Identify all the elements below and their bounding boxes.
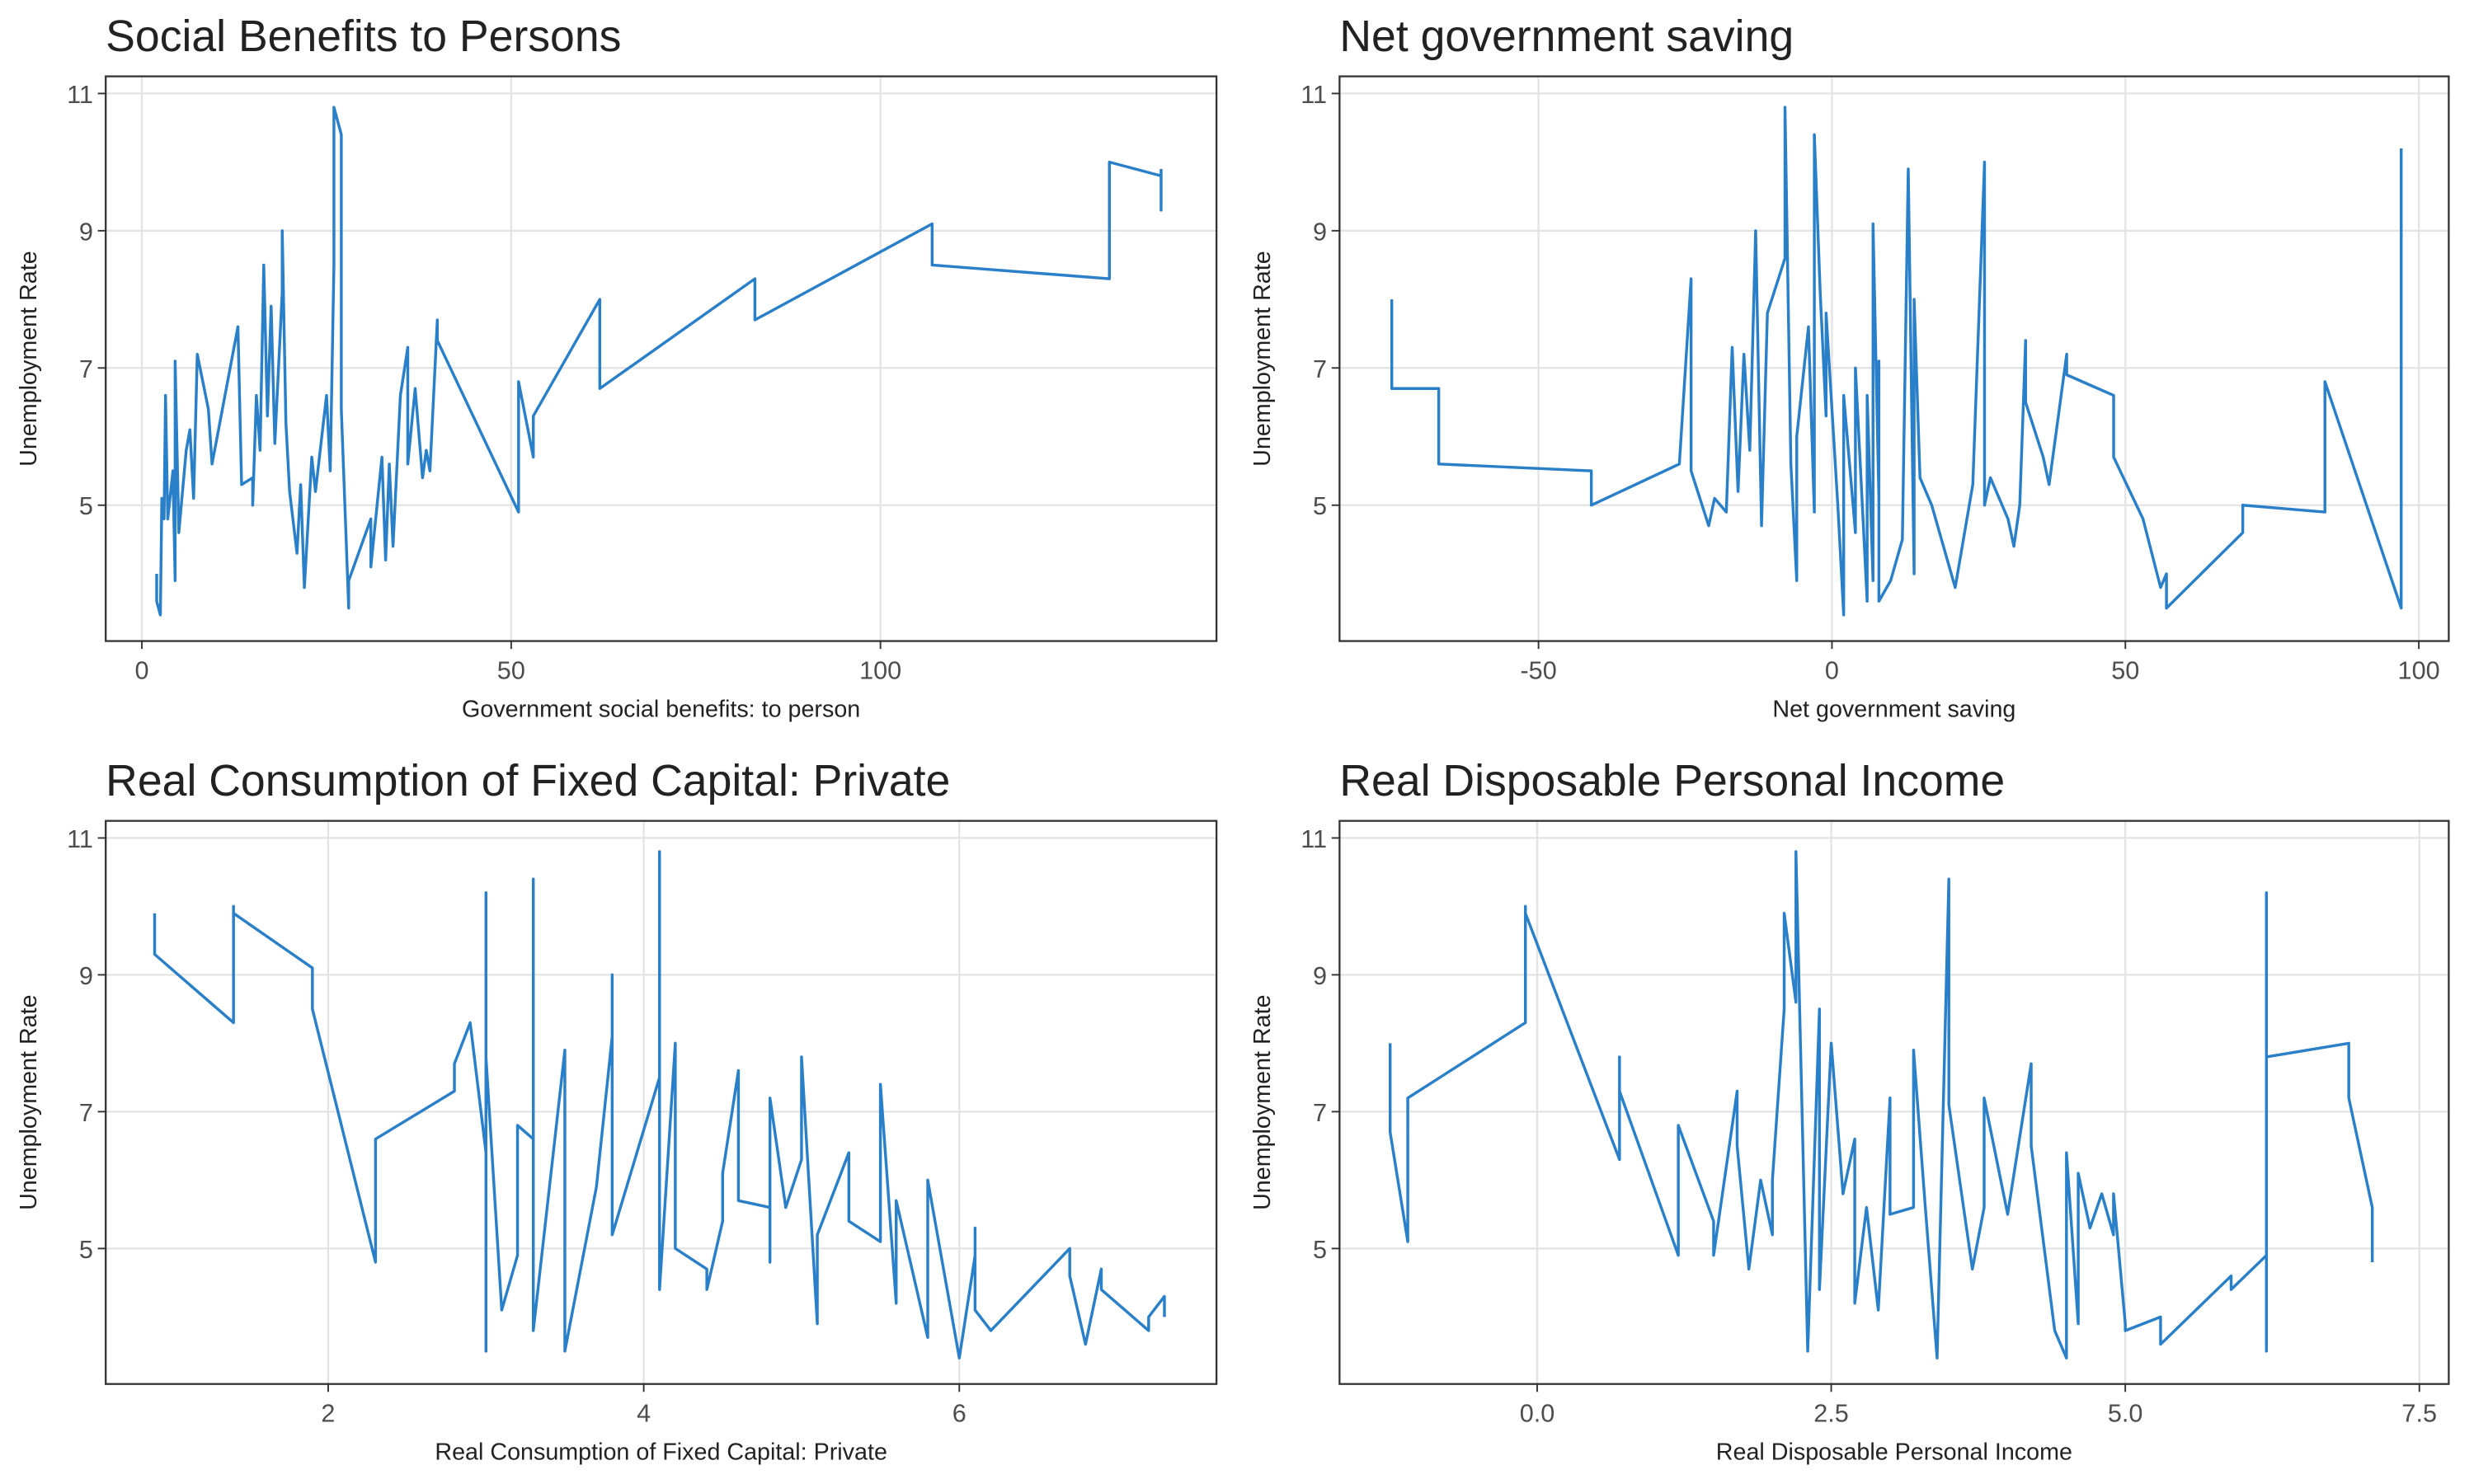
y-tick-label: 5 xyxy=(1313,1236,1327,1264)
panel-border xyxy=(1338,819,2450,1385)
y-tick-label: 11 xyxy=(67,825,93,853)
y-tick-label: 11 xyxy=(67,81,93,109)
x-axis-label: Real Consumption of Fixed Capital: Priva… xyxy=(435,1439,887,1466)
data-line xyxy=(155,106,1163,617)
panel: Social Benefits to Persons Government soc… xyxy=(16,12,1218,722)
y-axis-label: Unemployment Rate xyxy=(16,994,42,1210)
x-tick-label: 0 xyxy=(1825,656,1839,684)
data-line xyxy=(1388,850,2374,1360)
panel-border xyxy=(105,75,1218,642)
y-axis-label: Unemployment Rate xyxy=(16,251,42,466)
x-tick-label: 2 xyxy=(321,1400,335,1428)
x-tick-label: 50 xyxy=(497,656,525,684)
y-tick-label: 9 xyxy=(1313,962,1327,990)
x-tick-label: 100 xyxy=(2398,656,2440,684)
x-tick-label: 50 xyxy=(2111,656,2139,684)
y-tick-label: 11 xyxy=(1300,825,1327,853)
panel-title: Real Disposable Personal Income xyxy=(1339,757,2005,805)
x-tick-label: 6 xyxy=(952,1400,967,1428)
panel-border xyxy=(105,819,1218,1385)
y-axis-label: Unemployment Rate xyxy=(1249,994,1276,1210)
x-tick-label: 2.5 xyxy=(1813,1400,1849,1428)
y-tick-label: 7 xyxy=(79,355,93,383)
y-tick-label: 9 xyxy=(1313,218,1327,246)
x-axis-label: Net government saving xyxy=(1772,696,2015,722)
y-tick-label: 5 xyxy=(79,1236,93,1264)
y-tick-label: 5 xyxy=(1313,492,1327,520)
x-tick-label: 5.0 xyxy=(2108,1400,2143,1428)
data-line xyxy=(1390,106,2403,617)
y-tick-label: 7 xyxy=(1313,1099,1327,1127)
y-tick-label: 7 xyxy=(1313,355,1327,383)
panel: Real Disposable Personal Income Real Disp… xyxy=(1249,757,2450,1466)
y-tick-label: 5 xyxy=(79,492,93,520)
x-tick-label: 4 xyxy=(637,1400,651,1428)
data-line xyxy=(153,850,1166,1360)
x-axis-label: Government social benefits: to person xyxy=(462,696,860,722)
panel-title: Social Benefits to Persons xyxy=(106,12,621,61)
x-tick-label: 0.0 xyxy=(1520,1400,1555,1428)
y-axis-label: Unemployment Rate xyxy=(1249,251,1276,466)
x-axis-label: Real Disposable Personal Income xyxy=(1716,1439,2072,1466)
x-tick-label: -50 xyxy=(1520,656,1556,684)
panel-title: Net government saving xyxy=(1339,12,1794,61)
panel: Real Consumption of Fixed Capital: Priva… xyxy=(16,757,1218,1466)
x-tick-label: 7.5 xyxy=(2401,1400,2437,1428)
y-tick-label: 9 xyxy=(79,962,93,990)
panel-border xyxy=(1338,75,2450,642)
panel: Net government saving Net government savi… xyxy=(1249,12,2450,722)
x-tick-label: 0 xyxy=(135,656,149,684)
panel-title: Real Consumption of Fixed Capital: Priva… xyxy=(106,757,950,805)
y-tick-label: 9 xyxy=(79,218,93,246)
y-tick-label: 11 xyxy=(1300,81,1327,109)
x-tick-label: 100 xyxy=(859,656,901,684)
y-tick-label: 7 xyxy=(79,1099,93,1127)
